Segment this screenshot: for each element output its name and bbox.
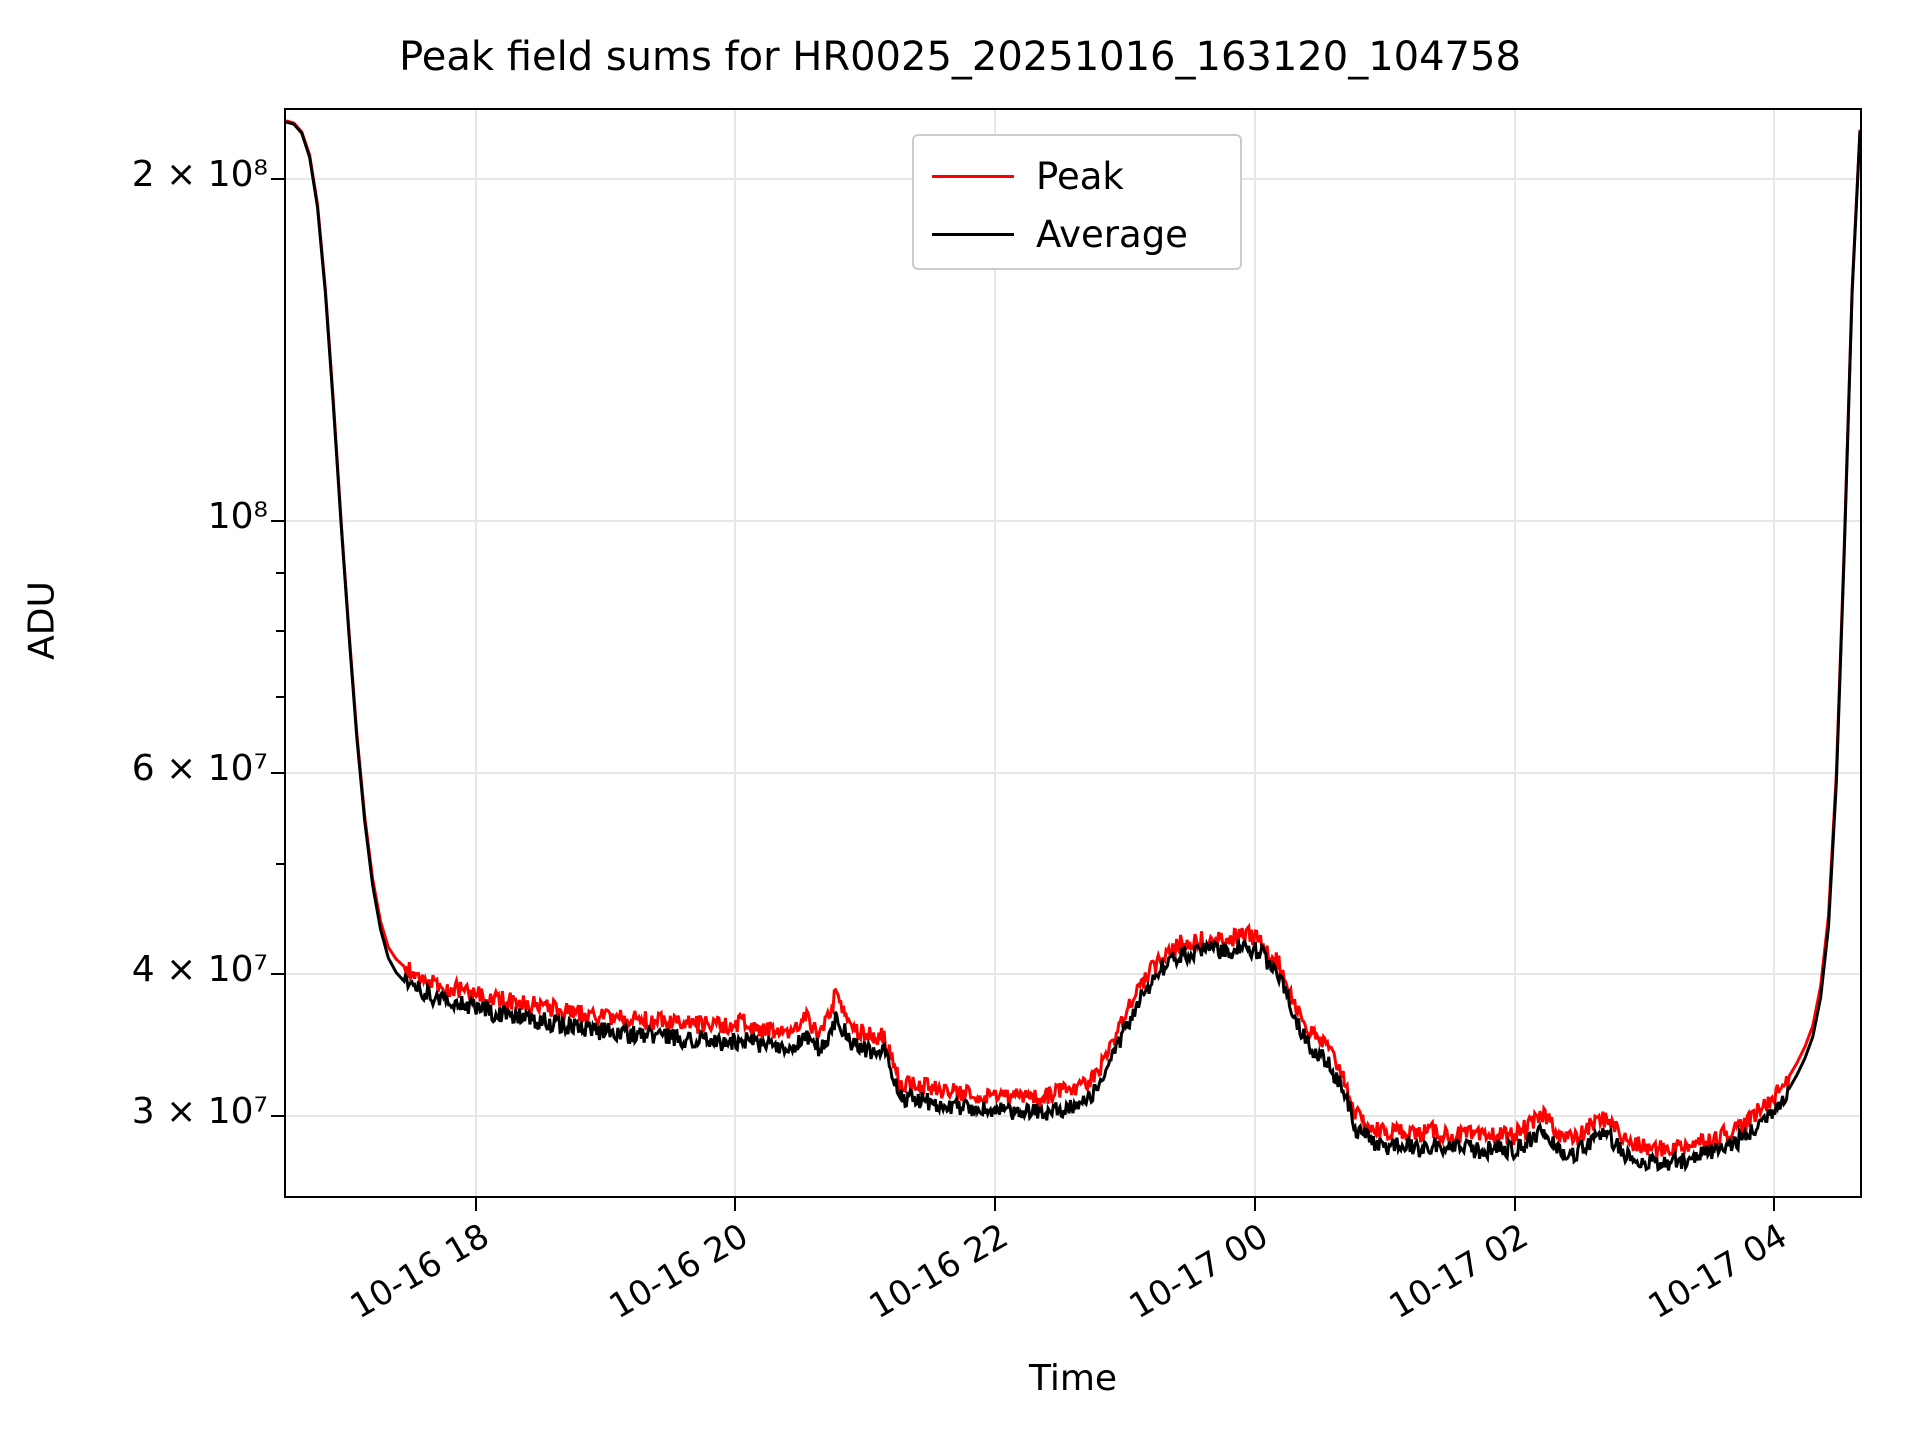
- legend-item[interactable]: Average: [914, 204, 1240, 264]
- gridline-horizontal: [286, 520, 1860, 523]
- x-tick-label: 10-16 22: [862, 1216, 1016, 1328]
- gridline-horizontal: [286, 772, 1860, 775]
- x-tick-mark: [1253, 1198, 1256, 1211]
- x-tick-mark: [474, 1198, 477, 1211]
- gridline-vertical: [734, 110, 737, 1196]
- y-tick-label: 10⁸: [207, 496, 268, 538]
- y-tick-minor: [276, 862, 284, 865]
- series-line-peak: [286, 121, 1860, 1158]
- legend-color-swatch: [932, 174, 1014, 178]
- gridline-vertical: [1773, 110, 1776, 1196]
- x-tick-label: 10-17 02: [1382, 1216, 1535, 1328]
- gridline-horizontal: [286, 1114, 1860, 1117]
- legend-label: Average: [1036, 212, 1188, 256]
- legend-item[interactable]: Peak: [914, 146, 1240, 206]
- x-axis-label: Time: [1028, 1358, 1118, 1399]
- data-series-layer: [286, 110, 1860, 1196]
- y-tick-label: 3 × 10⁷: [131, 1090, 268, 1132]
- x-tick-mark: [1773, 1198, 1776, 1211]
- y-tick-mark: [271, 520, 284, 523]
- y-tick-minor: [276, 572, 284, 575]
- y-axis-label: ADU: [21, 581, 63, 660]
- legend-color-swatch: [932, 232, 1014, 236]
- x-tick-label: 10-17 00: [1122, 1216, 1275, 1328]
- y-tick-label: 4 × 10⁷: [131, 948, 268, 990]
- y-tick-mark: [271, 178, 284, 180]
- gridline-vertical: [1513, 110, 1516, 1196]
- x-tick-label: 10-17 04: [1641, 1216, 1795, 1328]
- x-tick-mark: [994, 1198, 997, 1211]
- x-tick-mark: [1513, 1198, 1516, 1211]
- x-tick-label: 10-16 18: [343, 1216, 496, 1328]
- y-tick-label: 2 × 10⁸: [131, 154, 268, 195]
- y-tick-mark: [271, 772, 284, 775]
- gridline-horizontal: [286, 972, 1860, 975]
- chart-title: Peak field sums for HR0025_20251016_1631…: [399, 34, 1521, 80]
- legend-label: Peak: [1036, 154, 1124, 198]
- gridline-vertical: [994, 110, 997, 1196]
- y-tick-minor: [276, 630, 284, 633]
- x-tick-label: 10-16 20: [602, 1216, 756, 1328]
- chart-legend: Peak Average: [912, 134, 1242, 270]
- y-tick-mark: [271, 972, 284, 975]
- gridline-vertical: [1253, 110, 1256, 1196]
- y-tick-label: 6 × 10⁷: [131, 748, 268, 790]
- y-tick-mark: [271, 1114, 284, 1117]
- plot-area: [284, 108, 1862, 1198]
- series-line-average: [286, 122, 1860, 1171]
- gridline-vertical: [474, 110, 477, 1196]
- x-tick-mark: [734, 1198, 737, 1211]
- y-tick-minor: [276, 696, 284, 699]
